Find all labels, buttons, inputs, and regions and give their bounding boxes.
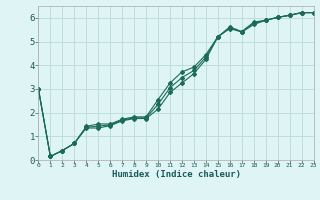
X-axis label: Humidex (Indice chaleur): Humidex (Indice chaleur) — [111, 170, 241, 179]
